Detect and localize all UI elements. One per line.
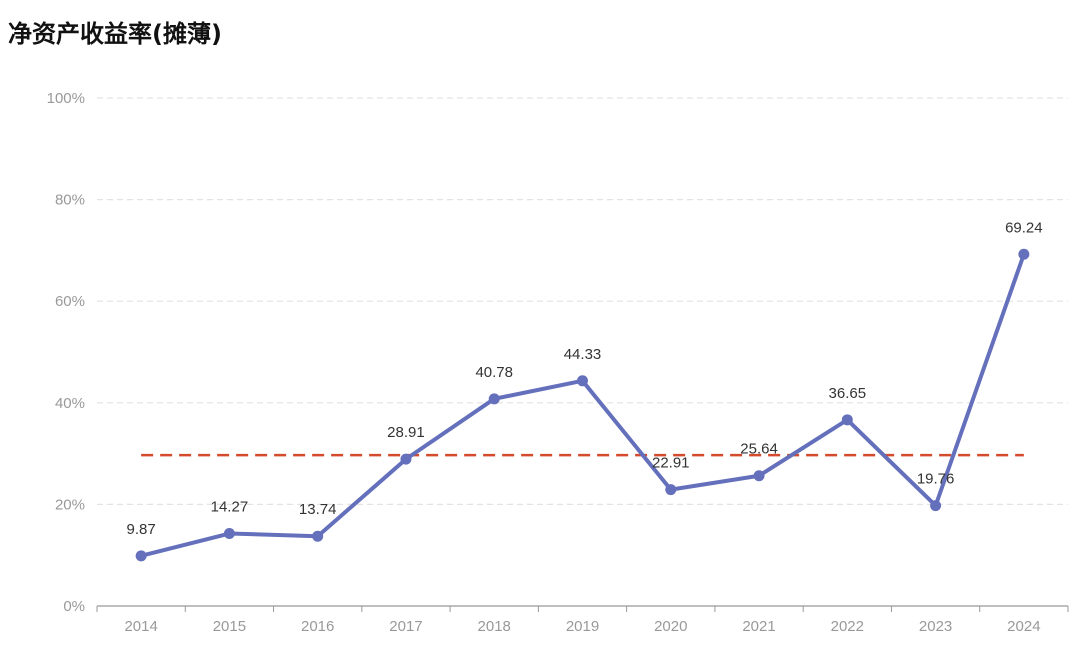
- x-tick-label: 2019: [566, 618, 599, 635]
- x-tick-label: 2024: [1007, 618, 1040, 635]
- y-tick-label: 100%: [47, 90, 85, 107]
- data-point: [930, 500, 942, 512]
- data-point: [753, 470, 765, 482]
- data-label: 14.27: [211, 499, 249, 516]
- data-labels: 9.87 14.27 13.74 28.91 40.78 44.33 22.91 25.64 3…: [127, 219, 1043, 538]
- x-tick-label: 2023: [919, 618, 952, 635]
- data-label: 9.87: [127, 521, 156, 538]
- x-tick-label: 2020: [654, 618, 687, 635]
- data-point: [135, 550, 147, 562]
- data-label: 36.65: [829, 385, 867, 402]
- data-label: 19.76: [917, 471, 955, 488]
- x-tick-label: 2018: [478, 618, 511, 635]
- data-point: [488, 393, 500, 405]
- data-point: [223, 528, 235, 540]
- x-tick-label: 2016: [301, 618, 334, 635]
- data-point: [841, 414, 853, 426]
- data-label: 22.91: [652, 455, 690, 472]
- x-tick-label: 2021: [742, 618, 775, 635]
- chart-title: 净资产收益率(摊薄): [8, 20, 222, 48]
- data-point: [665, 484, 677, 496]
- data-point: [577, 375, 588, 387]
- y-tick-label: 80%: [55, 192, 85, 209]
- data-point: [400, 453, 412, 465]
- x-axis-ticks: 2014 2015 2016 2017 2018 2019 2020 2021 2022 2023…: [96, 606, 1069, 635]
- data-point: [312, 530, 324, 542]
- y-axis-ticks: 0% 20% 40% 60% 80% 100%: [47, 90, 85, 615]
- data-label: 25.64: [740, 441, 778, 458]
- x-tick-label: 2014: [124, 618, 157, 635]
- series-line: [139, 252, 1026, 558]
- y-tick-label: 40%: [55, 395, 85, 412]
- data-label: 69.24: [1005, 219, 1043, 236]
- data-label: 13.74: [299, 501, 337, 518]
- x-tick-label: 2015: [213, 618, 246, 635]
- x-tick-label: 2017: [389, 618, 422, 635]
- data-points: [135, 248, 1030, 562]
- x-tick-label: 2022: [831, 618, 864, 635]
- y-tick-label: 0%: [63, 598, 85, 615]
- y-tick-label: 60%: [55, 293, 85, 310]
- data-label: 40.78: [475, 364, 513, 381]
- data-label: 44.33: [564, 346, 602, 363]
- data-label: 28.91: [387, 424, 425, 441]
- grid-lines: [97, 97, 1068, 505]
- y-tick-label: 20%: [55, 496, 85, 513]
- data-point: [1018, 248, 1030, 260]
